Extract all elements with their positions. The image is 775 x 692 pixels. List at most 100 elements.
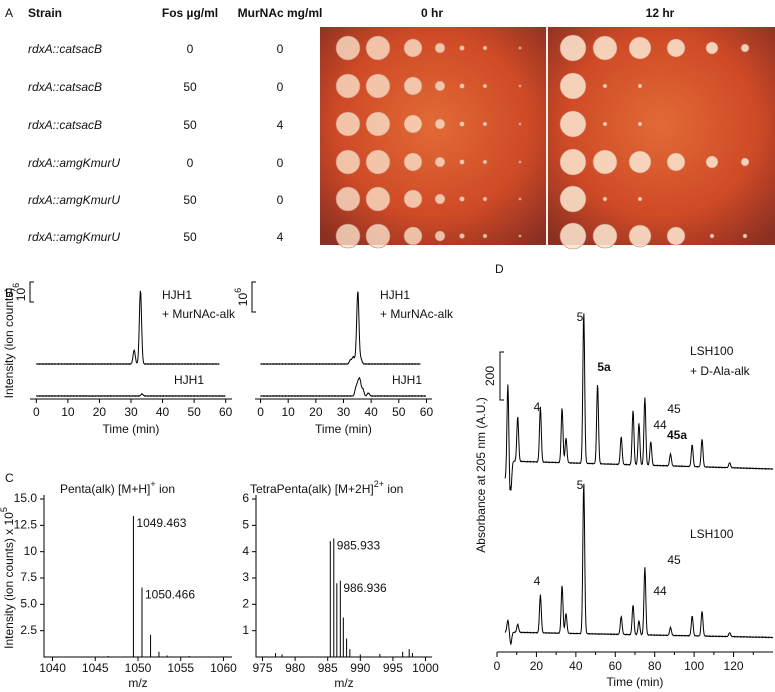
colony xyxy=(559,148,587,176)
colony xyxy=(705,41,719,55)
colony xyxy=(518,84,522,88)
colony xyxy=(559,185,587,213)
colony xyxy=(628,224,652,248)
y-axis-label: Intensity (ion counts) xyxy=(2,288,16,399)
plate-12hr xyxy=(547,27,775,245)
trace-label: HJH1 xyxy=(392,373,422,387)
colony xyxy=(403,189,423,209)
colony xyxy=(434,230,446,242)
colony xyxy=(482,121,488,127)
fos-value: 50 xyxy=(183,80,197,94)
chart-title-part: ion xyxy=(156,482,175,496)
y-tick-label: 2 xyxy=(242,597,249,611)
x-tick-label: 0 xyxy=(33,405,40,419)
chart-title-part: + xyxy=(150,479,155,489)
trace-label: + MurNAc-alk xyxy=(380,307,454,321)
fos-value: 50 xyxy=(183,230,197,244)
murnac-value: 0 xyxy=(277,80,284,94)
x-tick-label: 50 xyxy=(392,405,406,419)
x-tick-label: 1000 xyxy=(412,661,439,675)
trace-label: + D-Ala-alk xyxy=(690,364,751,378)
colony xyxy=(335,223,361,249)
colony xyxy=(459,121,465,127)
colony xyxy=(518,160,522,164)
colony xyxy=(403,76,423,96)
colony xyxy=(602,83,608,89)
x-axis-label: Time (min) xyxy=(607,675,664,689)
murnac-value: 4 xyxy=(277,230,284,244)
colony xyxy=(335,186,361,212)
murnac-value: 0 xyxy=(277,42,284,56)
x-axis-label: Time (min) xyxy=(315,422,372,436)
x-tick-label: 20 xyxy=(93,405,107,419)
strain-name: rdxA::catsacB xyxy=(28,80,102,94)
x-tick-label: 30 xyxy=(124,405,138,419)
colony xyxy=(403,114,423,134)
colony xyxy=(459,233,465,239)
colony xyxy=(365,73,391,99)
scale-label: 106 xyxy=(233,288,250,306)
x-tick-label: 1045 xyxy=(82,661,109,675)
y-tick-label: 12.5 xyxy=(14,518,38,532)
plate-0hr xyxy=(320,27,547,245)
chromatogram xyxy=(35,290,220,366)
x-tick-label: 40 xyxy=(569,659,583,673)
scale-label-part: 6 xyxy=(11,283,21,288)
colony xyxy=(637,196,643,202)
y-tick-label: 1 xyxy=(242,623,249,637)
chromatogram xyxy=(504,313,774,491)
x-tick-label: 995 xyxy=(383,661,403,675)
colony xyxy=(637,121,643,127)
colony xyxy=(482,233,488,239)
chart-title: Penta(alk) [M+H]+ ion xyxy=(60,479,175,496)
colony xyxy=(559,110,587,138)
colony xyxy=(518,46,522,50)
x-tick-label: 0 xyxy=(494,659,501,673)
trace-label: LSH100 xyxy=(690,344,734,358)
chart-title-part: ion xyxy=(384,482,403,496)
axes xyxy=(255,495,432,658)
y-tick-label: 5.0 xyxy=(20,597,37,611)
peak-label: 1049.463 xyxy=(136,516,186,530)
trace-label: HJH1 xyxy=(174,373,204,387)
peak-label: 985.933 xyxy=(337,539,381,553)
colony xyxy=(592,149,618,175)
column-header: Fos µg/ml xyxy=(162,6,218,20)
fos-value: 0 xyxy=(187,42,194,56)
y-axis-label-part: Intensity (ion counts) x 10 xyxy=(2,512,16,649)
scale-label-part: 10 xyxy=(14,288,28,302)
x-tick-label: 0 xyxy=(257,405,264,419)
peak-label: 5 xyxy=(577,478,584,492)
peak-label: 986.936 xyxy=(343,581,387,595)
panel-label: B xyxy=(5,286,13,300)
x-tick-label: 40 xyxy=(364,405,378,419)
x-tick-label: 50 xyxy=(187,405,201,419)
colony xyxy=(602,196,608,202)
scale-bar xyxy=(499,351,504,401)
chromatogram xyxy=(260,291,421,366)
colony xyxy=(365,223,391,249)
x-axis-label: m/z xyxy=(334,676,353,690)
peak-label: 1050.466 xyxy=(145,588,195,602)
colony xyxy=(482,83,488,89)
x-tick-label: 975 xyxy=(253,661,273,675)
colony xyxy=(628,36,652,60)
strain-name: rdxA::amgKmurU xyxy=(28,230,120,244)
scale-label-part: 6 xyxy=(233,288,243,293)
colony xyxy=(434,42,446,54)
trace-label: + MurNAc-alk xyxy=(162,307,236,321)
x-axis-label: Time (min) xyxy=(103,422,160,436)
x-tick-label: 1060 xyxy=(210,661,237,675)
panel-label: A xyxy=(5,6,13,20)
x-tick-label: 990 xyxy=(350,661,370,675)
strain-name: rdxA::catsacB xyxy=(28,118,102,132)
fos-value: 50 xyxy=(183,193,197,207)
peak-label: 44 xyxy=(653,584,667,598)
colony xyxy=(482,159,488,165)
colony xyxy=(403,152,423,172)
x-tick-label: 30 xyxy=(337,405,351,419)
colony xyxy=(709,233,715,239)
colony xyxy=(365,35,391,61)
y-axis-label-part: 5 xyxy=(0,507,9,512)
